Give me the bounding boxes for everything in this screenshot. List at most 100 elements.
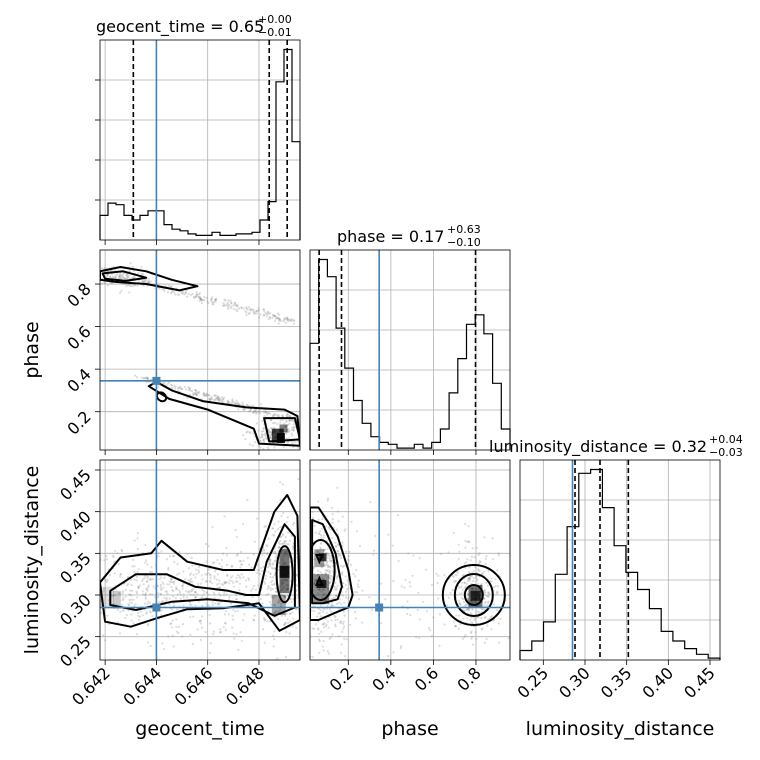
sample-point bbox=[466, 598, 469, 601]
sample-point bbox=[227, 598, 231, 601]
sample-point bbox=[324, 617, 327, 620]
sample-point bbox=[164, 590, 167, 593]
sample-point bbox=[278, 317, 281, 321]
sample-point bbox=[355, 568, 358, 572]
sample-point bbox=[189, 593, 193, 596]
sample-point bbox=[255, 312, 258, 315]
sample-point bbox=[321, 562, 324, 565]
sample-point bbox=[186, 552, 189, 556]
sample-point bbox=[274, 603, 277, 607]
sample-point bbox=[103, 266, 106, 269]
title-geocent-time-main: geocent_time = 0.65 bbox=[96, 17, 264, 37]
sample-point bbox=[322, 649, 325, 652]
sample-point bbox=[320, 542, 323, 545]
sample-point bbox=[167, 568, 170, 571]
sample-point bbox=[315, 550, 319, 553]
sample-point bbox=[113, 572, 116, 575]
sample-point bbox=[276, 657, 279, 660]
sample-point bbox=[90, 609, 92, 611]
x-tick-label: 0.40 bbox=[639, 663, 678, 702]
sample-point bbox=[341, 571, 344, 574]
sample-point bbox=[313, 627, 316, 631]
sample-point bbox=[294, 441, 297, 444]
sample-point bbox=[276, 316, 279, 319]
sample-point bbox=[242, 559, 245, 562]
sample-point bbox=[292, 429, 295, 432]
sample-point bbox=[105, 555, 108, 558]
sample-point bbox=[463, 635, 466, 639]
sample-point bbox=[276, 422, 279, 426]
sample-point bbox=[171, 634, 174, 637]
sample-point bbox=[484, 602, 487, 605]
sample-point bbox=[118, 632, 121, 635]
sample-point bbox=[276, 415, 280, 418]
sample-point bbox=[198, 292, 202, 295]
sample-point bbox=[328, 577, 331, 580]
sample-point bbox=[283, 540, 286, 543]
sample-point bbox=[341, 545, 344, 548]
sample-point bbox=[306, 626, 308, 628]
sample-point bbox=[117, 275, 121, 279]
sample-point bbox=[248, 308, 251, 311]
sample-point bbox=[312, 517, 315, 520]
sample-point bbox=[252, 411, 255, 415]
sample-point bbox=[438, 644, 441, 647]
sample-point bbox=[148, 279, 151, 283]
sample-point bbox=[262, 565, 265, 568]
sample-point bbox=[146, 589, 149, 592]
sample-point bbox=[243, 408, 246, 411]
sample-point bbox=[266, 552, 269, 555]
sample-point bbox=[458, 550, 461, 553]
sample-point bbox=[248, 311, 251, 315]
sample-point bbox=[144, 593, 147, 596]
sample-point bbox=[142, 583, 145, 586]
sample-point bbox=[483, 597, 486, 600]
sample-point bbox=[308, 537, 310, 539]
sample-point bbox=[160, 588, 163, 591]
sample-point bbox=[483, 570, 486, 573]
sample-point bbox=[259, 403, 262, 406]
sample-point bbox=[159, 592, 162, 595]
panel-frame bbox=[99, 459, 301, 661]
sample-point bbox=[169, 292, 173, 295]
sample-point bbox=[163, 290, 166, 293]
sample-point bbox=[192, 593, 195, 596]
sample-point bbox=[120, 274, 124, 278]
sample-point bbox=[268, 600, 271, 604]
scatter-cloud bbox=[10, 477, 309, 660]
sample-point bbox=[228, 401, 231, 404]
sample-point bbox=[356, 583, 359, 586]
sample-point bbox=[307, 545, 309, 547]
sample-point bbox=[273, 552, 277, 555]
sample-point bbox=[277, 322, 280, 325]
sample-point bbox=[485, 555, 488, 558]
sample-point bbox=[234, 402, 238, 405]
sample-point bbox=[141, 578, 145, 581]
panel-frames bbox=[99, 39, 721, 661]
sample-point bbox=[201, 588, 204, 591]
sample-point bbox=[10, 569, 12, 571]
sample-point bbox=[247, 577, 250, 580]
sample-point bbox=[205, 580, 208, 583]
sample-point bbox=[447, 596, 450, 599]
sample-point bbox=[269, 576, 272, 579]
sample-point bbox=[264, 618, 267, 621]
sample-point bbox=[144, 597, 147, 600]
sample-point bbox=[283, 316, 286, 320]
sample-point bbox=[467, 577, 471, 580]
sample-point bbox=[325, 611, 328, 615]
sample-point bbox=[458, 586, 461, 589]
sample-point bbox=[204, 394, 207, 397]
sample-point bbox=[267, 586, 270, 589]
sample-point bbox=[173, 291, 176, 294]
sample-point bbox=[253, 540, 256, 543]
sample-point bbox=[313, 580, 316, 584]
sample-point bbox=[242, 523, 245, 526]
sample-point bbox=[165, 596, 168, 600]
sample-point bbox=[469, 631, 473, 634]
sample-point bbox=[323, 548, 327, 551]
sample-point bbox=[305, 533, 307, 535]
sample-point bbox=[487, 595, 490, 598]
sample-point bbox=[97, 619, 99, 621]
sample-point bbox=[283, 542, 287, 545]
